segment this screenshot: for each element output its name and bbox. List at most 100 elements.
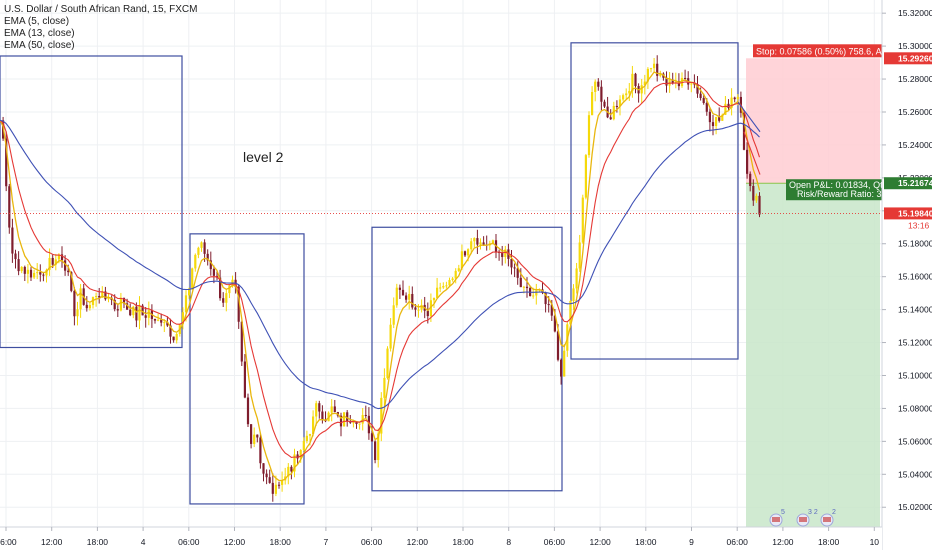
candle-body: [442, 286, 445, 288]
candle-body: [733, 97, 736, 100]
candle-body: [172, 336, 175, 341]
legend: U.S. Dollar / South African Rand, 15, FX…: [4, 4, 197, 52]
candle-body: [408, 293, 411, 300]
candle-body: [535, 290, 538, 296]
candle-body: [401, 289, 405, 296]
legend-ema5[interactable]: EMA (5, close): [4, 16, 70, 27]
last-price-tag[interactable]: 15.19840: [898, 208, 932, 218]
candle-body: [684, 77, 687, 79]
stop-price-tag[interactable]: 15.29260: [898, 53, 932, 63]
candle-body: [460, 251, 463, 269]
candle-body: [649, 68, 653, 70]
range-box[interactable]: [570, 42, 739, 360]
time-tick-label: 12:00: [224, 537, 246, 547]
candle-body: [519, 277, 522, 288]
candle-body: [98, 296, 101, 298]
time-tick-label: 18:00: [635, 537, 657, 547]
candle-body: [711, 122, 715, 127]
candle-body: [467, 249, 470, 256]
legend-ema13[interactable]: EMA (13, close): [4, 28, 75, 39]
range-boxes[interactable]: [0, 42, 739, 505]
candle-body: [308, 433, 312, 436]
legend-ema50[interactable]: EMA (50, close): [4, 40, 75, 51]
candle-body: [135, 306, 138, 321]
price-tick-label: 15.32000: [898, 8, 932, 18]
stop-label[interactable]: Stop: 0.07586 (0.50%) 758.6, Amoun: [756, 46, 904, 56]
event-badge[interactable]: 2: [820, 509, 836, 527]
candle-body: [281, 480, 284, 485]
candle-body: [265, 473, 268, 478]
time-tick-label: 4: [141, 537, 146, 547]
candle-body: [45, 269, 48, 276]
candle-body: [116, 309, 119, 311]
candle-body: [138, 305, 141, 321]
candle-body: [625, 93, 628, 96]
candle-body: [228, 285, 231, 294]
candle-body: [705, 103, 708, 112]
candle-body: [330, 406, 333, 413]
candle-body: [653, 63, 656, 69]
candle-body: [299, 450, 302, 459]
candle-body: [594, 81, 597, 92]
legend-symbol[interactable]: U.S. Dollar / South African Rand, 15, FX…: [4, 4, 198, 15]
candle-body: [432, 297, 436, 301]
candle-body: [727, 103, 730, 108]
candle-body: [64, 260, 67, 271]
range-box[interactable]: [189, 233, 305, 505]
candle-body: [339, 415, 343, 427]
candle-body: [718, 117, 721, 121]
candle-body: [581, 197, 584, 243]
event-badge[interactable]: 3 2: [796, 509, 818, 527]
candle-body: [569, 301, 572, 325]
candle-body: [721, 114, 724, 121]
time-tick-label: 8: [506, 537, 511, 547]
candle-body: [631, 73, 634, 91]
entry-price-tag[interactable]: 15.21674: [898, 178, 932, 188]
candle-body: [560, 359, 563, 377]
stop-zone: [746, 58, 880, 184]
candle-body: [671, 79, 674, 84]
candle-body: [643, 81, 646, 86]
time-tick-label: 06:00: [544, 537, 566, 547]
candle-body: [166, 322, 169, 326]
candle-body: [550, 304, 553, 316]
candle-body: [612, 105, 615, 120]
candle-body: [532, 295, 535, 297]
candle-body: [370, 433, 374, 442]
time-tick-label: 12:00: [772, 537, 794, 547]
candle-body: [243, 361, 246, 398]
candle-body: [553, 315, 556, 332]
range-box[interactable]: [0, 55, 183, 349]
price-tick-label: 15.14000: [898, 305, 932, 315]
candle-body: [510, 258, 513, 268]
event-badge[interactable]: 5: [769, 509, 785, 527]
position-zones: [746, 58, 880, 527]
candle-body: [755, 195, 758, 201]
candle-body: [246, 397, 250, 425]
level-annotation[interactable]: level 2: [243, 149, 284, 165]
candle-body: [656, 63, 659, 76]
candle-body: [222, 298, 225, 303]
candle-body: [377, 433, 380, 461]
flag-stripe: [772, 517, 780, 522]
candle-body: [436, 287, 439, 298]
range-box[interactable]: [371, 226, 563, 492]
candle-body: [312, 416, 315, 434]
candle-body: [702, 98, 705, 104]
candle-body: [39, 272, 42, 275]
candle-body: [225, 293, 228, 303]
countdown-label[interactable]: 13:16: [908, 220, 930, 230]
candle-body: [181, 312, 184, 325]
rr-label[interactable]: Risk/Reward Ratio: 3.78: [797, 189, 894, 199]
pnl-label[interactable]: Open P&L: 0.01834, Qty: 263: [789, 180, 907, 190]
candle-body: [26, 269, 29, 274]
price-tick-label: 15.04000: [898, 469, 932, 479]
candle-body: [389, 324, 392, 349]
candle-body: [271, 482, 274, 494]
flag-stripe: [799, 517, 807, 522]
candle-body: [129, 309, 132, 316]
ema-lines: [0, 71, 761, 482]
event-badge-count: 5: [781, 509, 785, 516]
candle-body: [591, 91, 594, 116]
